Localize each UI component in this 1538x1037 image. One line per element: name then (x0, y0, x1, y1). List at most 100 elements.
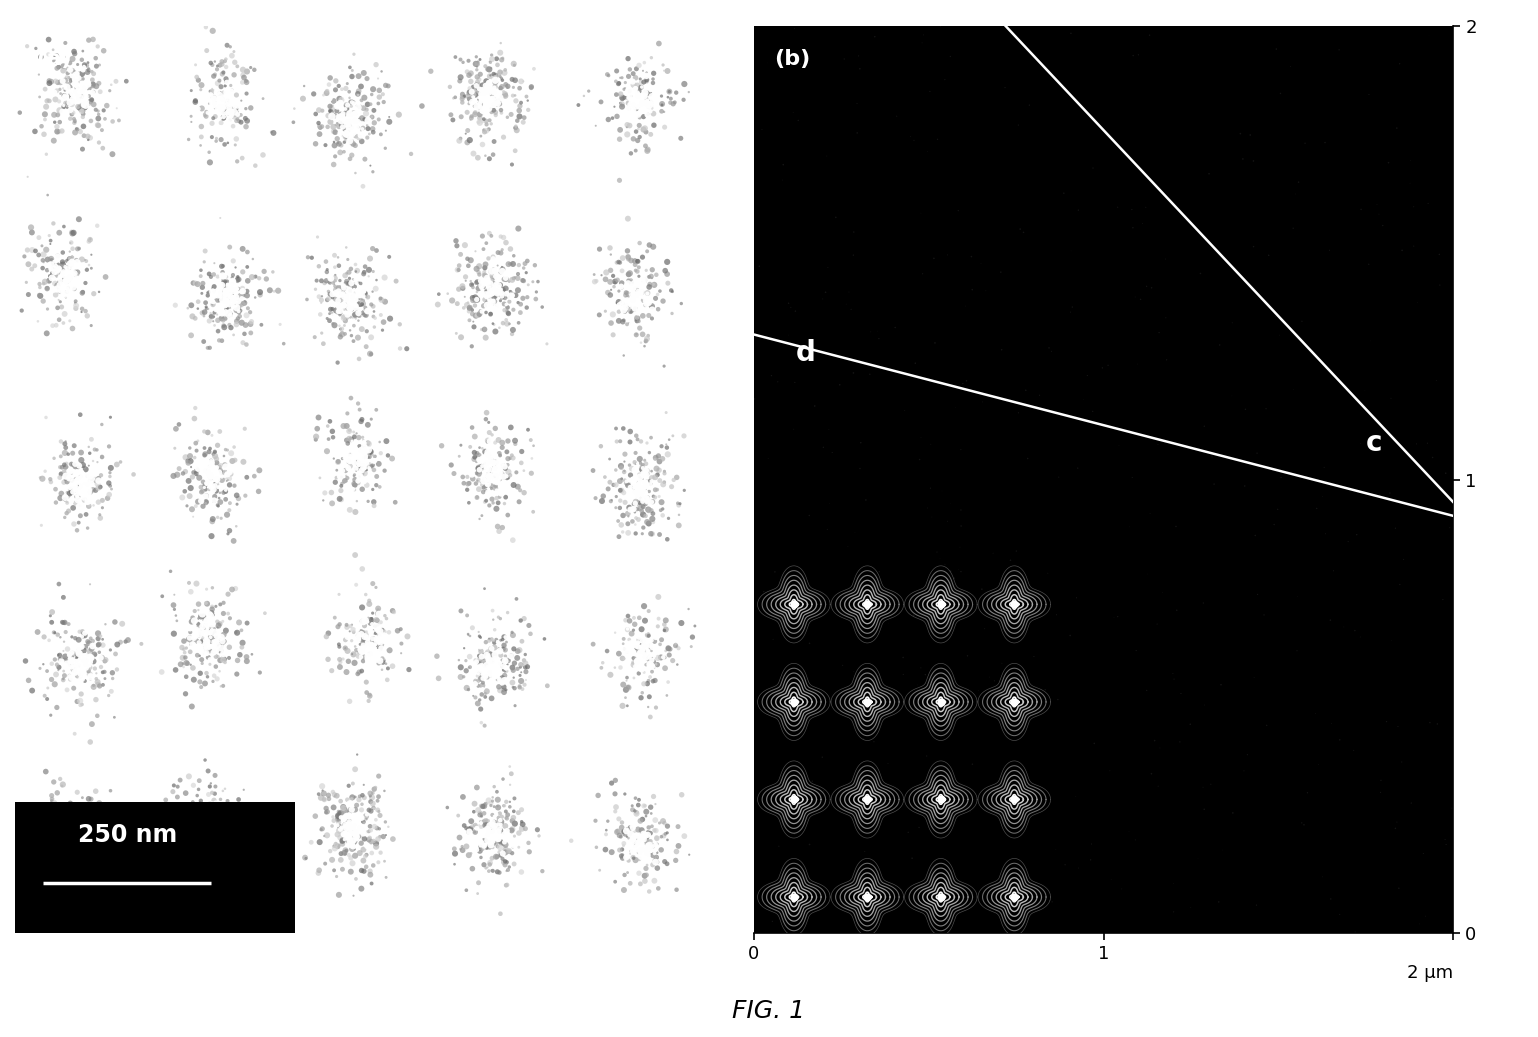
Point (323, 898, 348, 915)
Point (323, 73, 348, 89)
Point (692, 746, 717, 762)
Point (175, 498, 200, 514)
Point (481, 830, 506, 846)
Point (634, 138, 658, 155)
Point (183, 627, 208, 644)
Point (186, 809, 211, 825)
Point (11, 299, 35, 315)
Point (478, 598, 503, 615)
Point (363, 579, 388, 595)
Point (686, 747, 711, 763)
Point (325, 787, 349, 804)
Point (398, 170, 423, 187)
Point (332, 287, 357, 304)
Point (477, 286, 501, 303)
Point (8, 796, 32, 813)
Point (363, 336, 388, 353)
Point (854, 572, 878, 589)
Point (815, 521, 840, 537)
Point (626, 328, 651, 344)
Point (272, 645, 297, 662)
Point (351, 181, 375, 198)
Point (637, 846, 661, 863)
Point (1341, 742, 1366, 759)
Point (32, 81, 57, 97)
Point (647, 815, 672, 832)
Point (226, 791, 251, 808)
Point (480, 823, 504, 840)
Point (644, 782, 669, 798)
Point (17, 672, 42, 689)
Point (621, 471, 646, 487)
Point (695, 287, 720, 304)
Point (478, 650, 503, 667)
Point (69, 304, 94, 320)
Point (378, 742, 403, 759)
Point (544, 68, 569, 85)
Point (626, 200, 651, 217)
Point (431, 435, 455, 451)
Point (220, 270, 245, 286)
Point (334, 842, 358, 859)
Point (440, 912, 464, 928)
Point (498, 284, 523, 301)
Point (498, 648, 523, 665)
Point (568, 112, 592, 129)
Point (235, 244, 260, 260)
Point (531, 65, 555, 82)
Point (448, 730, 472, 747)
Point (275, 354, 300, 370)
Point (584, 915, 609, 931)
Point (260, 388, 285, 404)
Point (1198, 776, 1223, 792)
Point (243, 289, 268, 306)
Point (500, 822, 524, 839)
Point (346, 648, 371, 665)
Point (331, 297, 355, 313)
Point (217, 278, 241, 295)
Point (181, 736, 206, 753)
Point (632, 830, 657, 846)
Point (341, 817, 366, 834)
Point (75, 57, 100, 74)
Point (604, 683, 629, 700)
Point (54, 649, 78, 666)
Point (640, 302, 664, 318)
Point (218, 280, 243, 297)
Point (66, 174, 91, 191)
Point (303, 614, 328, 630)
Point (52, 688, 77, 704)
Point (612, 630, 637, 647)
Point (63, 466, 88, 482)
Point (114, 661, 138, 677)
Point (475, 466, 500, 482)
Point (205, 573, 229, 590)
Point (151, 582, 175, 598)
Point (189, 622, 214, 639)
Point (209, 312, 234, 329)
Point (328, 540, 352, 557)
Point (25, 866, 49, 882)
Point (384, 678, 409, 695)
Point (589, 493, 614, 509)
Point (225, 496, 249, 512)
Point (480, 86, 504, 103)
Point (484, 298, 509, 314)
Point (88, 644, 112, 661)
Point (537, 638, 561, 654)
Point (594, 264, 618, 281)
Point (226, 712, 251, 729)
Point (486, 809, 511, 825)
Point (348, 846, 372, 863)
Point (408, 161, 432, 177)
Point (635, 834, 660, 850)
Point (474, 293, 498, 310)
Point (614, 300, 638, 316)
Point (449, 472, 474, 488)
Point (294, 175, 318, 192)
Point (589, 656, 614, 673)
Point (212, 274, 237, 290)
Point (509, 73, 534, 89)
Point (115, 692, 140, 708)
Point (423, 119, 448, 136)
